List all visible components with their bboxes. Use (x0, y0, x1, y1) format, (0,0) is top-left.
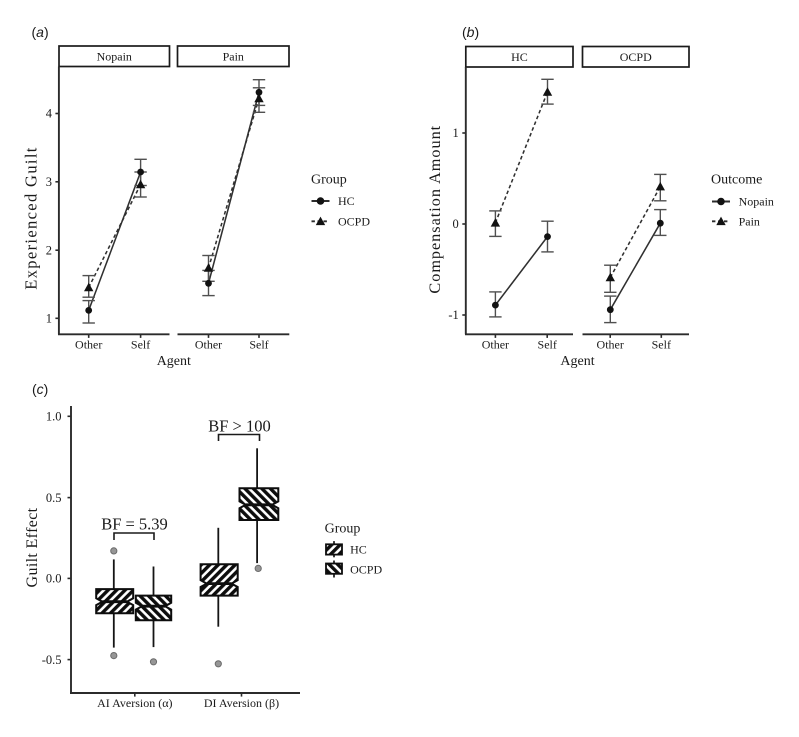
svg-text:HC: HC (338, 194, 355, 208)
svg-text:-0.5: -0.5 (42, 653, 62, 667)
svg-text:Nopain: Nopain (97, 50, 132, 64)
svg-text:0.5: 0.5 (46, 491, 62, 505)
svg-text:Guilt Effect: Guilt Effect (24, 507, 41, 587)
svg-text:Self: Self (131, 337, 150, 351)
svg-text:Experienced Guilt: Experienced Guilt (22, 146, 41, 289)
svg-text:Group: Group (311, 173, 347, 188)
svg-text:OCPD: OCPD (338, 214, 370, 228)
svg-text:HC: HC (350, 543, 367, 557)
svg-text:Self: Self (652, 337, 671, 351)
svg-text:Outcome: Outcome (711, 173, 762, 188)
svg-text:BF = 5.39: BF = 5.39 (101, 515, 168, 534)
svg-text:(c): (c) (32, 381, 48, 397)
svg-text:0.0: 0.0 (46, 572, 62, 586)
svg-text:0: 0 (453, 217, 459, 231)
svg-text:Compensation Amount: Compensation Amount (426, 125, 444, 294)
svg-text:Agent: Agent (157, 354, 191, 369)
svg-text:1.0: 1.0 (46, 410, 62, 424)
svg-text:AI Aversion (α): AI Aversion (α) (97, 696, 172, 710)
svg-text:Self: Self (249, 337, 268, 351)
svg-text:Self: Self (538, 337, 557, 351)
svg-text:HC: HC (511, 50, 528, 64)
svg-text:DI Aversion (β): DI Aversion (β) (204, 696, 279, 710)
svg-text:(a): (a) (32, 24, 49, 40)
svg-text:Other: Other (482, 337, 509, 351)
svg-text:-1: -1 (448, 308, 458, 322)
svg-text:2: 2 (46, 243, 52, 257)
svg-text:Nopain: Nopain (739, 195, 774, 209)
svg-text:OCPD: OCPD (350, 562, 382, 576)
svg-text:4: 4 (46, 107, 53, 121)
svg-text:Pain: Pain (739, 214, 760, 228)
svg-text:Other: Other (75, 337, 102, 351)
svg-text:Agent: Agent (560, 354, 594, 369)
svg-text:Other: Other (195, 337, 222, 351)
svg-text:1: 1 (46, 312, 52, 326)
svg-text:3: 3 (46, 175, 52, 189)
svg-text:BF > 100: BF > 100 (208, 417, 271, 436)
svg-text:Other: Other (597, 337, 624, 351)
svg-text:1: 1 (453, 126, 459, 140)
svg-text:(b): (b) (462, 24, 479, 40)
svg-text:Pain: Pain (223, 50, 244, 64)
svg-text:OCPD: OCPD (620, 50, 652, 64)
svg-text:Group: Group (325, 522, 361, 537)
